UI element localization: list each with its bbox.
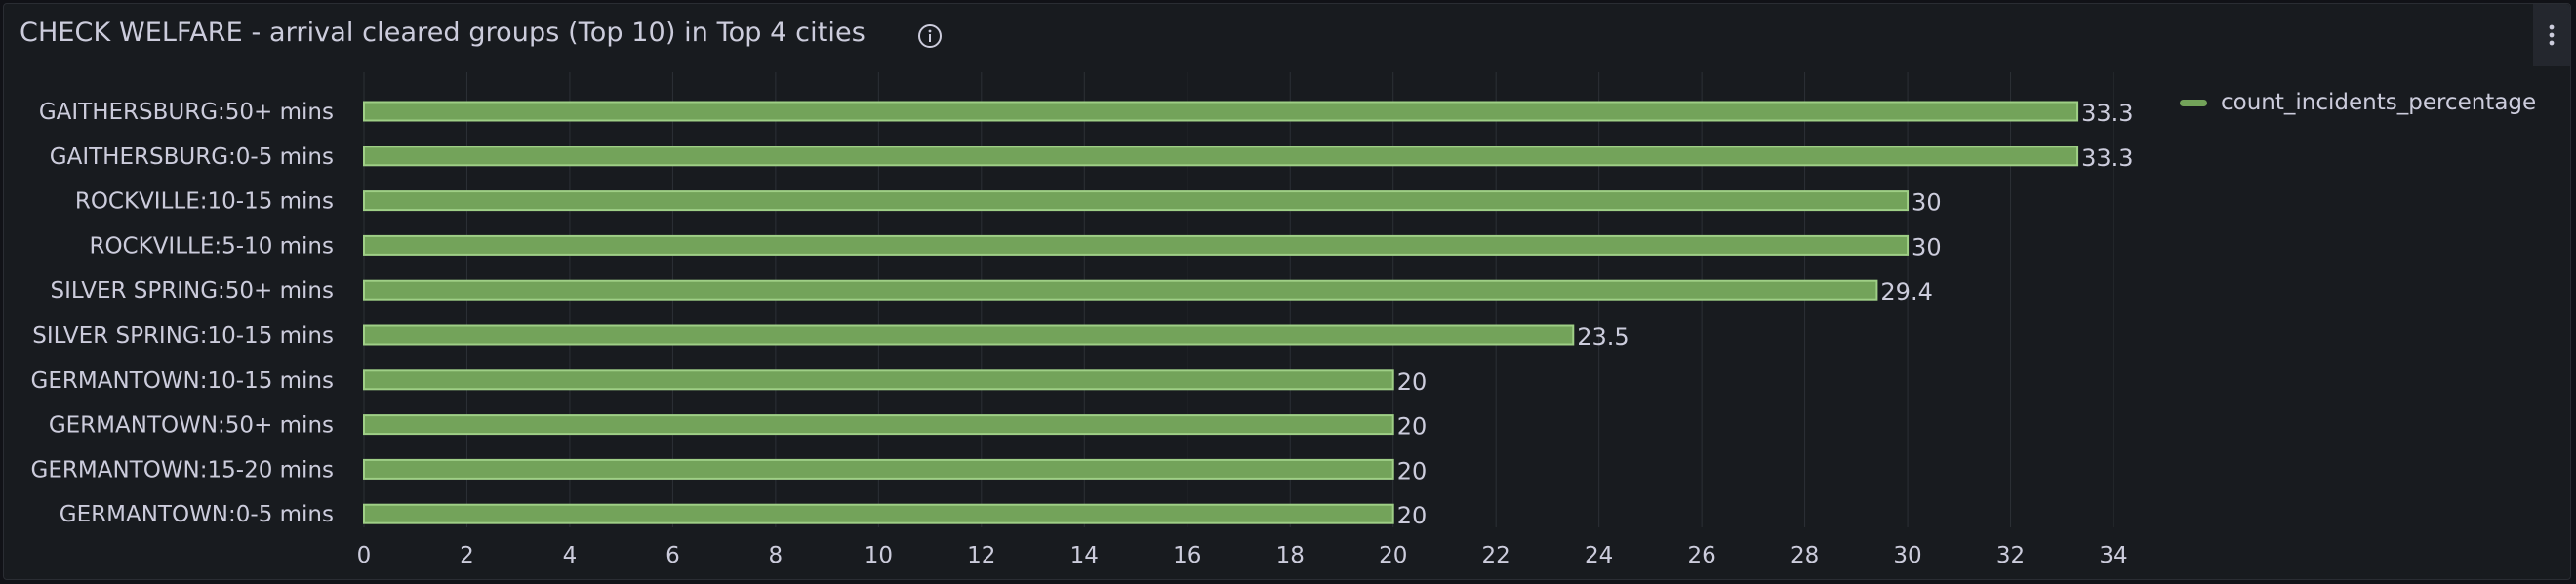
x-tick-label: 6 xyxy=(665,543,680,568)
value-label: 23.5 xyxy=(1577,323,1629,351)
x-tick-label: 34 xyxy=(2099,543,2127,568)
value-label: 20 xyxy=(1397,457,1428,484)
category-label: GERMANTOWN:0-5 mins xyxy=(60,502,334,527)
value-label: 30 xyxy=(1912,189,1942,217)
bar xyxy=(363,279,1878,301)
x-tick-label: 2 xyxy=(460,543,474,568)
x-tick-label: 22 xyxy=(1482,543,1510,568)
legend-swatch xyxy=(2180,99,2207,106)
x-tick-label: 32 xyxy=(1996,543,2025,568)
bar xyxy=(363,458,1394,480)
bar-chart: 0 2 4 6 8 10 12 14 16 18 20 22 24 26 28 30 32 34GAITHERSB… xyxy=(31,72,2134,568)
value-label: 20 xyxy=(1397,368,1428,396)
bar xyxy=(363,414,1394,436)
bar xyxy=(363,146,2079,167)
x-tick-label: 24 xyxy=(1585,543,1613,568)
category-label: GERMANTOWN:10-15 mins xyxy=(31,368,334,394)
value-label: 20 xyxy=(1397,413,1428,440)
x-tick-label: 20 xyxy=(1379,543,1407,568)
chart-panel: CHECK WELFARE - arrival cleared groups (… xyxy=(3,3,2571,580)
value-label: 29.4 xyxy=(1880,278,1932,306)
x-tick-label: 12 xyxy=(967,543,995,568)
x-tick-label: 16 xyxy=(1173,543,1201,568)
x-tick-label: 4 xyxy=(563,543,578,568)
legend-label: count_incidents_percentage xyxy=(2221,90,2537,115)
value-label: 30 xyxy=(1912,233,1942,261)
panel-header: CHECK WELFARE - arrival cleared groups (… xyxy=(4,4,2570,66)
bar xyxy=(363,234,1910,256)
x-tick-label: 26 xyxy=(1687,543,1715,568)
category-label: SILVER SPRING:10-15 mins xyxy=(32,323,334,349)
value-label: 20 xyxy=(1397,502,1428,529)
category-label: GERMANTOWN:15-20 mins xyxy=(31,457,334,482)
x-tick-label: 30 xyxy=(1893,543,1921,568)
bar xyxy=(363,503,1394,524)
bar xyxy=(363,324,1575,346)
value-label: 33.3 xyxy=(2081,100,2133,127)
vertical-ellipsis-icon xyxy=(2549,24,2555,46)
bar xyxy=(363,190,1910,212)
info-circle-icon[interactable] xyxy=(917,23,943,49)
category-label: SILVER SPRING:50+ mins xyxy=(51,278,334,304)
bar xyxy=(363,101,2079,122)
x-tick-label: 10 xyxy=(865,543,893,568)
panel-title: CHECK WELFARE - arrival cleared groups (… xyxy=(20,18,865,48)
category-label: GAITHERSBURG:50+ mins xyxy=(39,100,334,125)
x-tick-label: 0 xyxy=(357,543,372,568)
x-tick-label: 18 xyxy=(1276,543,1305,568)
x-tick-label: 14 xyxy=(1070,543,1099,568)
x-tick-label: 8 xyxy=(769,543,784,568)
bar xyxy=(363,369,1394,391)
legend-item[interactable]: count_incidents_percentage xyxy=(2180,90,2536,115)
category-label: GAITHERSBURG:0-5 mins xyxy=(50,145,334,170)
value-label: 33.3 xyxy=(2081,145,2133,172)
panel-menu-button[interactable] xyxy=(2533,4,2570,66)
category-label: ROCKVILLE:5-10 mins xyxy=(89,233,334,259)
category-label: GERMANTOWN:50+ mins xyxy=(49,413,334,438)
x-tick-label: 28 xyxy=(1791,543,1819,568)
category-label: ROCKVILLE:10-15 mins xyxy=(75,189,334,215)
